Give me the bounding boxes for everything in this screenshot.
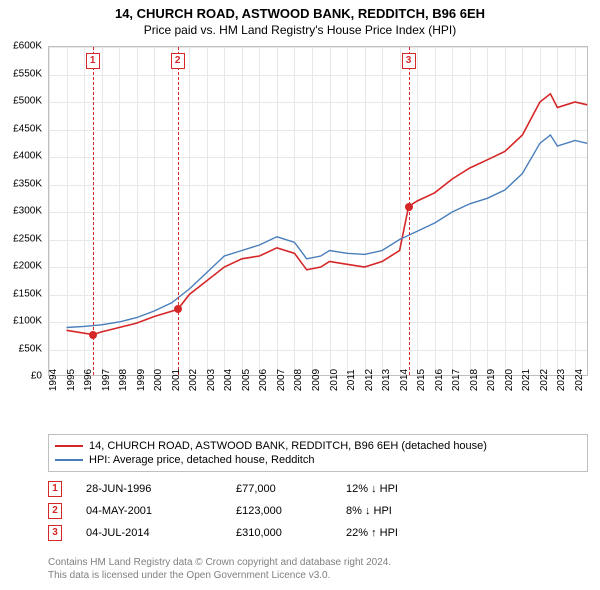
transaction-delta: 22% ↑ HPI [346,527,456,539]
series-property [67,94,588,335]
legend-item: 14, CHURCH ROAD, ASTWOOD BANK, REDDITCH,… [55,439,581,453]
x-tick-label: 2021 [521,369,532,391]
y-tick-label: £100K [13,316,42,327]
y-tick-label: £150K [13,288,42,299]
transaction-row: 2 04-MAY-2001£123,0008% ↓ HPI [48,500,588,522]
x-tick-label: 2011 [346,369,357,391]
x-tick-label: 2020 [504,369,515,391]
legend: 14, CHURCH ROAD, ASTWOOD BANK, REDDITCH,… [48,434,588,472]
x-tick-label: 2004 [223,369,234,391]
x-tick-label: 2009 [311,369,322,391]
transaction-row: 1 28-JUN-1996£77,00012% ↓ HPI [48,478,588,500]
x-tick-label: 2003 [206,369,217,391]
transaction-price: £123,000 [236,505,346,517]
event-marker: 3 [402,53,416,69]
transactions-table: 1 28-JUN-1996£77,00012% ↓ HPI 2 04-MAY-2001… [48,478,588,544]
legend-label: HPI: Average price, detached house, Redd… [89,454,314,466]
x-tick-label: 1998 [118,369,129,391]
event-dot [89,331,97,339]
event-dot [174,305,182,313]
x-tick-label: 2007 [276,369,287,391]
legend-item: HPI: Average price, detached house, Redd… [55,453,581,467]
y-tick-label: £450K [13,123,42,134]
x-tick-label: 2001 [171,369,182,391]
event-line [93,47,94,375]
x-tick-label: 2018 [469,369,480,391]
event-marker: 2 [171,53,185,69]
page-subtitle: Price paid vs. HM Land Registry's House … [0,21,600,41]
x-tick-label: 2016 [434,369,445,391]
x-tick-label: 2019 [486,369,497,391]
x-tick-label: 1996 [83,369,94,391]
x-tick-label: 2023 [556,369,567,391]
x-tick-label: 2010 [329,369,340,391]
y-tick-label: £600K [13,41,42,52]
legend-swatch [55,445,83,447]
chart-lines [49,47,589,377]
plot-area: 1 2 3 [48,46,588,376]
footnote: Contains HM Land Registry data © Crown c… [48,556,391,582]
x-tick-label: 2012 [364,369,375,391]
y-tick-label: £200K [13,261,42,272]
y-tick-label: £350K [13,178,42,189]
y-tick-label: £50K [19,343,42,354]
transaction-date: 04-JUL-2014 [86,527,236,539]
chart: 123 £0£50K£100K£150K£200K£250K£300K£350K… [48,46,588,396]
event-marker: 1 [86,53,100,69]
x-tick-label: 2006 [258,369,269,391]
footnote-line: This data is licensed under the Open Gov… [48,569,391,582]
x-tick-label: 2002 [188,369,199,391]
event-line [409,47,410,375]
x-tick-label: 1997 [101,369,112,391]
transaction-date: 04-MAY-2001 [86,505,236,517]
footnote-line: Contains HM Land Registry data © Crown c… [48,556,391,569]
transaction-row: 3 04-JUL-2014£310,00022% ↑ HPI [48,522,588,544]
page-title: 14, CHURCH ROAD, ASTWOOD BANK, REDDITCH,… [0,0,600,21]
legend-swatch [55,459,83,461]
x-tick-label: 2005 [241,369,252,391]
transaction-marker: 3 [48,525,62,541]
transaction-marker: 1 [48,481,62,497]
event-line [178,47,179,375]
x-tick-label: 2024 [574,369,585,391]
transaction-price: £77,000 [236,483,346,495]
x-tick-label: 1994 [48,369,59,391]
x-tick-label: 1995 [66,369,77,391]
y-tick-label: £500K [13,96,42,107]
x-tick-label: 2013 [381,369,392,391]
y-tick-label: £400K [13,151,42,162]
x-tick-label: 2000 [153,369,164,391]
y-tick-label: £550K [13,68,42,79]
x-tick-label: 2014 [399,369,410,391]
transaction-delta: 8% ↓ HPI [346,505,456,517]
legend-label: 14, CHURCH ROAD, ASTWOOD BANK, REDDITCH,… [89,440,487,452]
transaction-delta: 12% ↓ HPI [346,483,456,495]
y-tick-label: £300K [13,206,42,217]
x-tick-label: 2017 [451,369,462,391]
x-tick-label: 2015 [416,369,427,391]
transaction-price: £310,000 [236,527,346,539]
series-hpi [67,135,588,328]
event-dot [405,203,413,211]
x-tick-label: 2022 [539,369,550,391]
x-tick-label: 1999 [136,369,147,391]
y-tick-label: £250K [13,233,42,244]
x-tick-label: 2008 [293,369,304,391]
transaction-marker: 2 [48,503,62,519]
y-tick-label: £0 [31,371,42,382]
transaction-date: 28-JUN-1996 [86,483,236,495]
